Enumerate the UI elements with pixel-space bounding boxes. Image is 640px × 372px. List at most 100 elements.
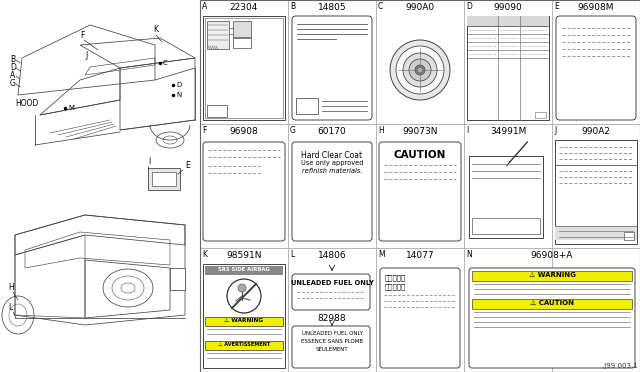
Text: B: B bbox=[10, 55, 15, 64]
Text: F: F bbox=[202, 126, 206, 135]
Bar bbox=[205, 317, 283, 326]
Text: 22304: 22304 bbox=[230, 3, 258, 12]
Text: J: J bbox=[85, 51, 87, 60]
Text: SRS SIDE AIRBAG: SRS SIDE AIRBAG bbox=[218, 267, 270, 272]
FancyBboxPatch shape bbox=[380, 268, 460, 368]
Text: やけるな。: やけるな。 bbox=[385, 283, 406, 290]
Bar bbox=[472, 299, 632, 309]
Text: refinish materials.: refinish materials. bbox=[301, 168, 362, 174]
Circle shape bbox=[417, 67, 423, 73]
FancyBboxPatch shape bbox=[469, 268, 635, 368]
Text: HOOD: HOOD bbox=[15, 99, 38, 108]
Text: 99090: 99090 bbox=[493, 3, 522, 12]
Text: SEULEMENT: SEULEMENT bbox=[316, 347, 348, 352]
Text: 990A0: 990A0 bbox=[405, 3, 435, 12]
Bar bbox=[170, 268, 185, 290]
Circle shape bbox=[403, 53, 437, 87]
Bar bbox=[207, 105, 227, 117]
Bar bbox=[467, 16, 549, 26]
Bar bbox=[205, 341, 283, 350]
Text: L: L bbox=[8, 303, 12, 312]
Text: K: K bbox=[202, 250, 207, 259]
FancyBboxPatch shape bbox=[556, 16, 636, 120]
FancyBboxPatch shape bbox=[203, 142, 285, 241]
Bar bbox=[203, 264, 285, 368]
FancyBboxPatch shape bbox=[292, 16, 372, 120]
Bar bbox=[296, 98, 318, 114]
FancyBboxPatch shape bbox=[292, 274, 370, 310]
Text: M: M bbox=[378, 250, 385, 259]
Text: L: L bbox=[290, 250, 294, 259]
Bar bbox=[555, 140, 637, 244]
Text: C: C bbox=[163, 60, 168, 66]
Text: 14077: 14077 bbox=[406, 251, 435, 260]
Bar bbox=[233, 21, 251, 37]
Text: 96908: 96908 bbox=[230, 127, 259, 136]
Text: Hard Clear Coat: Hard Clear Coat bbox=[301, 151, 363, 160]
Text: A: A bbox=[10, 71, 15, 80]
Text: 60170: 60170 bbox=[317, 127, 346, 136]
Text: D: D bbox=[466, 2, 472, 11]
Text: ESSENCE SANS PLOMB: ESSENCE SANS PLOMB bbox=[301, 339, 363, 344]
Text: I: I bbox=[148, 157, 150, 166]
Bar bbox=[203, 16, 285, 120]
Text: ⚠ WARNING: ⚠ WARNING bbox=[225, 318, 264, 323]
Text: Use only approved: Use only approved bbox=[301, 160, 364, 166]
Text: 99073N: 99073N bbox=[403, 127, 438, 136]
Bar bbox=[555, 226, 637, 240]
Text: UNLEADED FUEL ONLY: UNLEADED FUEL ONLY bbox=[291, 280, 373, 286]
Text: 990A2: 990A2 bbox=[582, 127, 611, 136]
Circle shape bbox=[238, 284, 246, 292]
Text: UNLEADED FUEL ONLY: UNLEADED FUEL ONLY bbox=[301, 331, 362, 336]
Bar bbox=[535, 112, 546, 118]
Text: J: J bbox=[554, 126, 556, 135]
Circle shape bbox=[227, 279, 261, 313]
Text: 34991M: 34991M bbox=[490, 127, 526, 136]
Text: 觸れると、: 觸れると、 bbox=[385, 274, 406, 280]
Text: N: N bbox=[466, 250, 472, 259]
Bar bbox=[472, 271, 632, 281]
Text: 14806: 14806 bbox=[317, 251, 346, 260]
Text: N: N bbox=[176, 92, 181, 98]
Text: H: H bbox=[8, 283, 13, 292]
Text: G: G bbox=[10, 80, 16, 89]
Text: ⚠ CAUTION: ⚠ CAUTION bbox=[530, 300, 574, 306]
Circle shape bbox=[390, 40, 450, 100]
Text: 96908+A: 96908+A bbox=[531, 251, 573, 260]
Bar bbox=[205, 18, 283, 118]
Text: 14805: 14805 bbox=[317, 3, 346, 12]
Text: M: M bbox=[68, 105, 74, 111]
Text: K: K bbox=[153, 25, 158, 34]
Text: CAUTION: CAUTION bbox=[394, 150, 446, 160]
Text: D: D bbox=[10, 64, 16, 73]
Text: C: C bbox=[378, 2, 383, 11]
FancyBboxPatch shape bbox=[379, 142, 461, 241]
Text: 96908M: 96908M bbox=[578, 3, 614, 12]
Text: ⚠ AVERTISSEMENT: ⚠ AVERTISSEMENT bbox=[218, 342, 270, 347]
Circle shape bbox=[396, 46, 444, 94]
Text: I: I bbox=[466, 126, 468, 135]
Bar bbox=[469, 156, 543, 238]
Bar bbox=[152, 172, 176, 186]
Text: H: H bbox=[378, 126, 384, 135]
Text: 98591N: 98591N bbox=[227, 251, 262, 260]
Text: G: G bbox=[290, 126, 296, 135]
Circle shape bbox=[409, 59, 431, 81]
Bar bbox=[624, 232, 634, 240]
Text: E: E bbox=[554, 2, 559, 11]
FancyBboxPatch shape bbox=[292, 142, 372, 241]
Bar bbox=[205, 266, 283, 275]
Bar bbox=[207, 21, 229, 49]
Text: .J99 003.1: .J99 003.1 bbox=[602, 363, 638, 369]
Text: F: F bbox=[80, 31, 84, 40]
Text: E: E bbox=[185, 161, 189, 170]
Text: ⚠ WARNING: ⚠ WARNING bbox=[529, 272, 575, 278]
Text: A: A bbox=[202, 2, 207, 11]
Bar bbox=[467, 16, 549, 120]
Text: B: B bbox=[290, 2, 295, 11]
Bar bbox=[200, 0, 640, 372]
FancyBboxPatch shape bbox=[292, 326, 370, 368]
Circle shape bbox=[415, 65, 425, 75]
Bar bbox=[233, 38, 251, 48]
Bar bbox=[148, 168, 180, 190]
